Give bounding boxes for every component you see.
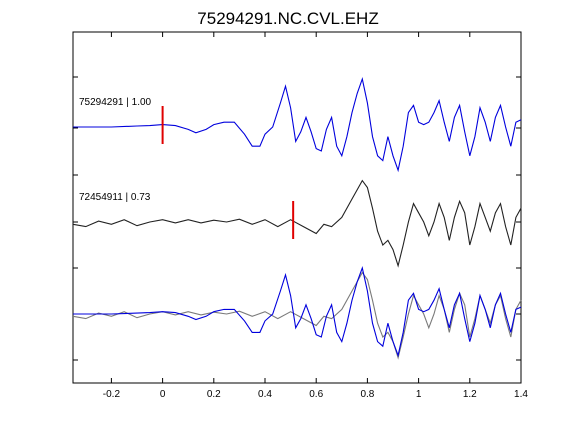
- waveform-trace-2-1: [72, 179, 522, 268]
- x-tick-label: 0.6: [309, 389, 323, 400]
- waveform-trace-3-2: [73, 266, 522, 358]
- x-tick-label: 0.4: [258, 389, 272, 400]
- trace-panel-3: [72, 266, 522, 360]
- x-tick-label: 0: [160, 389, 166, 400]
- x-tick-label: 1.4: [514, 389, 528, 400]
- waveform-trace-1-1: [73, 76, 522, 173]
- x-tick-label: -0.2: [103, 389, 121, 400]
- trace-panels: 75294291 | 1.00 72454911 | 0.73: [72, 76, 522, 360]
- trace-panel-1: 75294291 | 1.00: [73, 76, 522, 173]
- plot-frame: [72, 31, 522, 384]
- waveform-trace-3-1: [72, 271, 522, 360]
- trace-label: 72454911 | 0.73: [79, 192, 151, 203]
- x-axis: -0.2 0 0.2 0.4 0.6 0.8 1 1.2 1.4: [103, 32, 528, 400]
- x-tick-label: 1.2: [463, 389, 477, 400]
- x-tick-label: 0.8: [360, 389, 374, 400]
- x-tick-label: 0.2: [207, 389, 221, 400]
- x-tick-label: 1: [416, 389, 422, 400]
- chart-title: 75294291.NC.CVL.EHZ: [197, 9, 378, 28]
- trace-label: 75294291 | 1.00: [79, 97, 152, 108]
- trace-panel-2: 72454911 | 0.73: [72, 179, 522, 268]
